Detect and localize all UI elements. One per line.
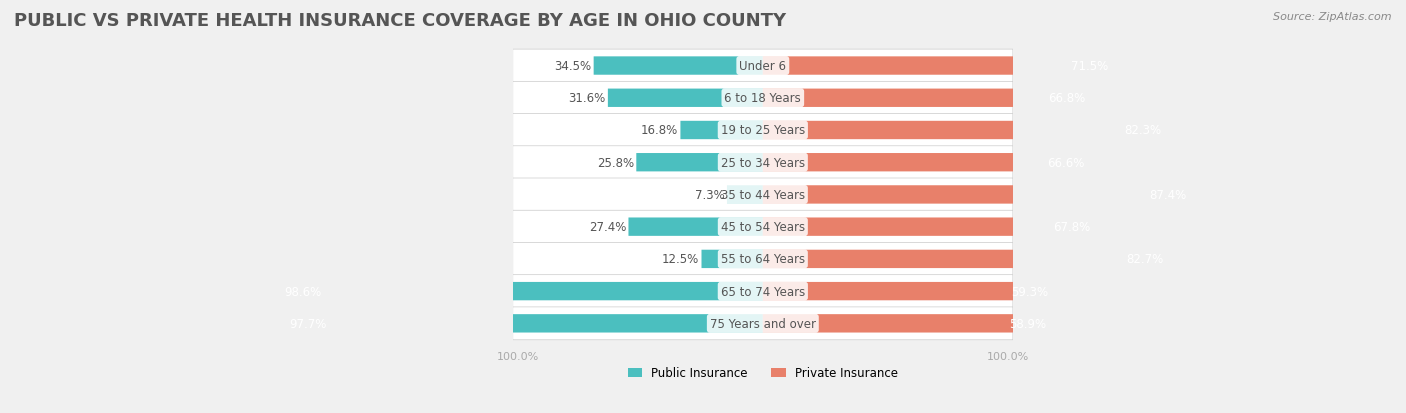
FancyBboxPatch shape [513,82,1012,115]
Text: 16.8%: 16.8% [641,124,678,137]
FancyBboxPatch shape [513,114,1012,147]
FancyBboxPatch shape [763,186,1191,204]
FancyBboxPatch shape [727,186,763,204]
Text: 75 Years and over: 75 Years and over [710,317,815,330]
Text: 82.7%: 82.7% [1126,253,1163,266]
FancyBboxPatch shape [513,211,1012,244]
Text: 6 to 18 Years: 6 to 18 Years [724,92,801,105]
FancyBboxPatch shape [763,282,1053,301]
FancyBboxPatch shape [763,314,1052,333]
Text: 45 to 54 Years: 45 to 54 Years [721,221,804,234]
FancyBboxPatch shape [280,282,763,301]
FancyBboxPatch shape [284,314,763,333]
FancyBboxPatch shape [763,218,1095,236]
FancyBboxPatch shape [763,89,1090,108]
FancyBboxPatch shape [763,121,1167,140]
Text: 7.3%: 7.3% [695,188,724,202]
Text: 59.3%: 59.3% [1011,285,1049,298]
Text: PUBLIC VS PRIVATE HEALTH INSURANCE COVERAGE BY AGE IN OHIO COUNTY: PUBLIC VS PRIVATE HEALTH INSURANCE COVER… [14,12,786,30]
FancyBboxPatch shape [513,50,1012,83]
Text: 65 to 74 Years: 65 to 74 Years [721,285,806,298]
Text: 35 to 44 Years: 35 to 44 Years [721,188,804,202]
Text: 55 to 64 Years: 55 to 64 Years [721,253,804,266]
Text: 27.4%: 27.4% [589,221,626,234]
Text: 25.8%: 25.8% [596,157,634,169]
Text: 12.5%: 12.5% [662,253,699,266]
FancyBboxPatch shape [513,307,1012,340]
Text: Source: ZipAtlas.com: Source: ZipAtlas.com [1274,12,1392,22]
FancyBboxPatch shape [681,121,763,140]
Text: 66.8%: 66.8% [1047,92,1085,105]
Text: 82.3%: 82.3% [1125,124,1161,137]
Text: 58.9%: 58.9% [1010,317,1046,330]
Text: 97.7%: 97.7% [288,317,326,330]
FancyBboxPatch shape [593,57,763,76]
Text: 19 to 25 Years: 19 to 25 Years [721,124,806,137]
FancyBboxPatch shape [763,250,1168,268]
FancyBboxPatch shape [628,218,763,236]
FancyBboxPatch shape [702,250,763,268]
FancyBboxPatch shape [513,178,1012,211]
FancyBboxPatch shape [763,57,1114,76]
Text: 34.5%: 34.5% [554,60,592,73]
FancyBboxPatch shape [513,147,1012,179]
FancyBboxPatch shape [607,89,763,108]
Legend: Public Insurance, Private Insurance: Public Insurance, Private Insurance [627,366,898,380]
Text: 31.6%: 31.6% [568,92,606,105]
FancyBboxPatch shape [763,154,1090,172]
FancyBboxPatch shape [637,154,763,172]
Text: 87.4%: 87.4% [1149,188,1187,202]
Text: 98.6%: 98.6% [284,285,322,298]
Text: 25 to 34 Years: 25 to 34 Years [721,157,804,169]
FancyBboxPatch shape [513,243,1012,275]
Text: 71.5%: 71.5% [1071,60,1108,73]
Text: 67.8%: 67.8% [1053,221,1090,234]
FancyBboxPatch shape [513,275,1012,308]
Text: 66.6%: 66.6% [1047,157,1084,169]
Text: Under 6: Under 6 [740,60,786,73]
